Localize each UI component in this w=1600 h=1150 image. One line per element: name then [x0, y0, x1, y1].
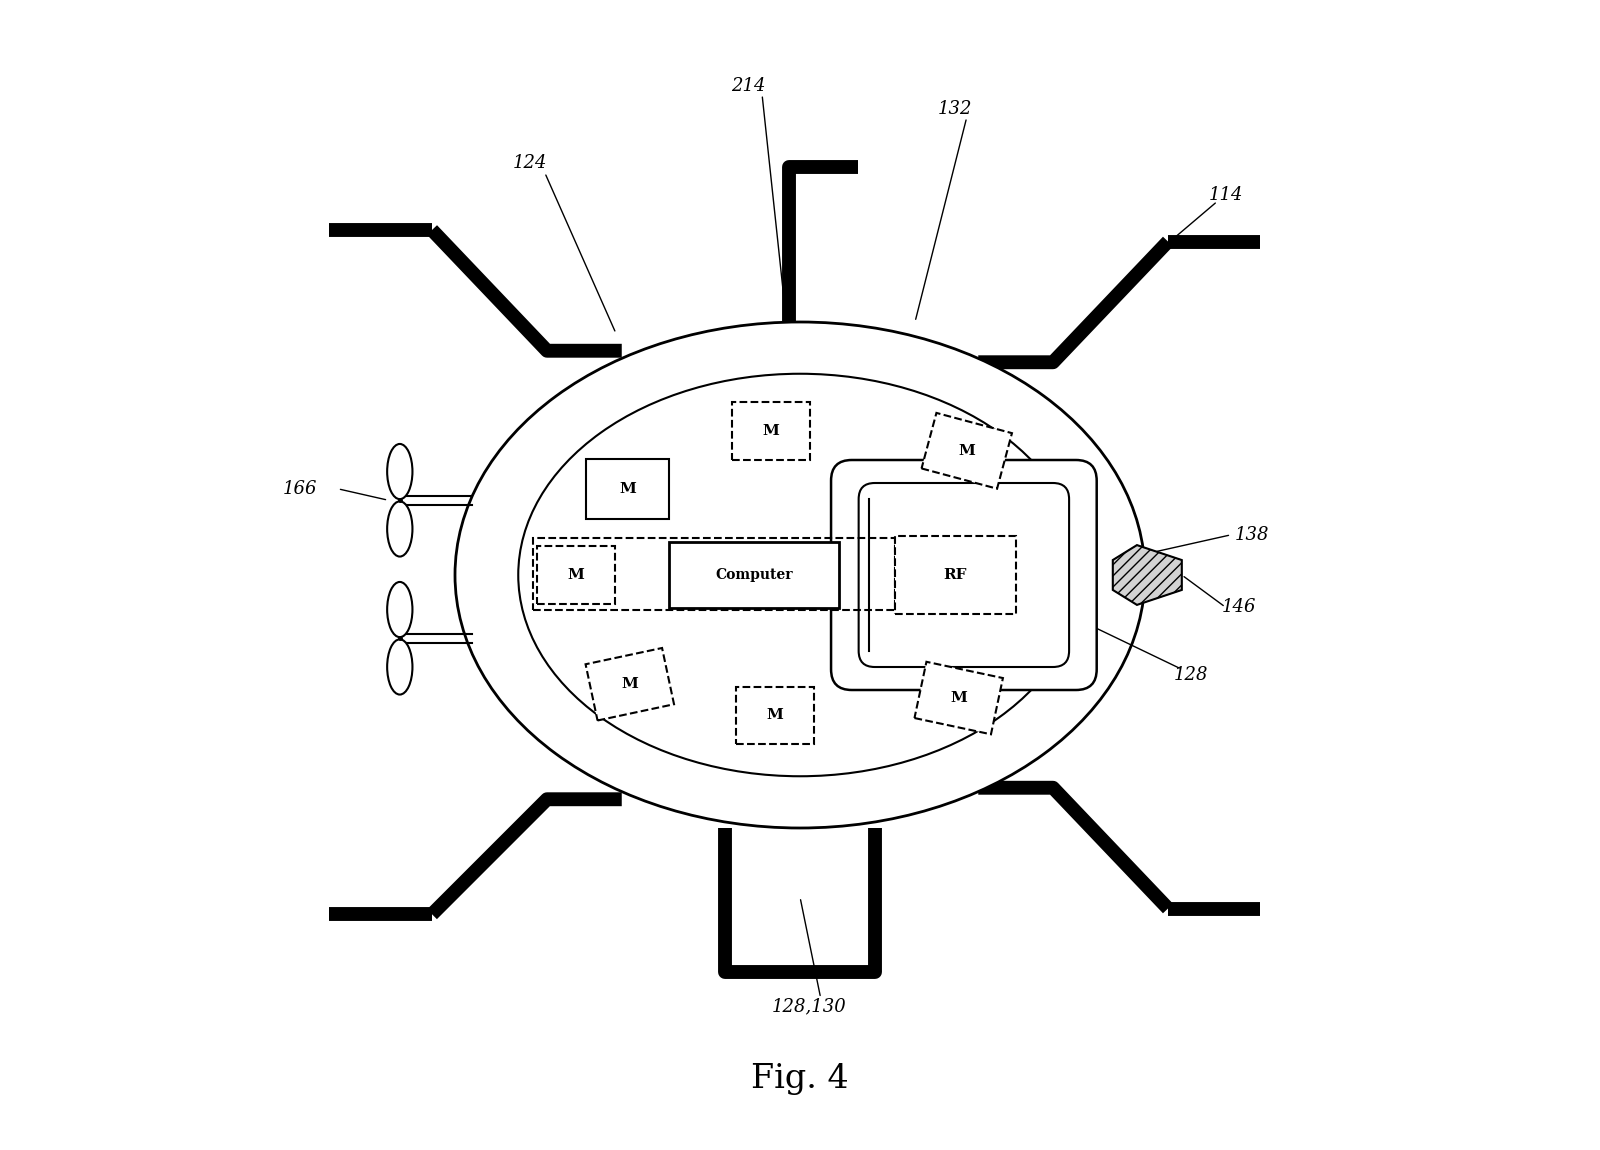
Bar	[733, 402, 810, 460]
Text: 128,130: 128,130	[771, 997, 846, 1015]
Polygon shape	[1114, 545, 1182, 605]
Ellipse shape	[387, 582, 413, 637]
Text: 166: 166	[283, 480, 317, 498]
Bar	[586, 647, 674, 721]
Ellipse shape	[387, 639, 413, 695]
Text: Computer: Computer	[715, 568, 792, 582]
Text: M: M	[619, 482, 635, 496]
FancyBboxPatch shape	[859, 483, 1069, 667]
Bar	[586, 459, 669, 519]
Bar	[736, 687, 814, 744]
Text: M: M	[763, 424, 779, 438]
FancyBboxPatch shape	[830, 460, 1096, 690]
Bar	[915, 661, 1003, 735]
Text: 128: 128	[1174, 666, 1208, 684]
Text: 146: 146	[1222, 598, 1256, 616]
Text: M: M	[958, 444, 974, 458]
Text: M: M	[950, 691, 966, 705]
Bar	[894, 536, 1016, 614]
Bar	[533, 538, 896, 610]
Text: 114: 114	[1208, 186, 1243, 205]
Ellipse shape	[518, 374, 1082, 776]
Bar	[922, 413, 1011, 489]
Ellipse shape	[387, 444, 413, 499]
Ellipse shape	[387, 501, 413, 557]
Text: RF: RF	[944, 568, 966, 582]
Text: M: M	[766, 708, 782, 722]
Text: 132: 132	[938, 100, 973, 118]
Text: M: M	[621, 677, 638, 691]
Text: 124: 124	[512, 154, 547, 172]
Text: 138: 138	[1235, 526, 1269, 544]
Text: M: M	[568, 568, 584, 582]
Text: 214: 214	[731, 77, 765, 95]
Text: Fig. 4: Fig. 4	[750, 1063, 850, 1095]
Bar	[669, 542, 838, 608]
Bar	[536, 546, 614, 604]
Ellipse shape	[454, 322, 1146, 828]
